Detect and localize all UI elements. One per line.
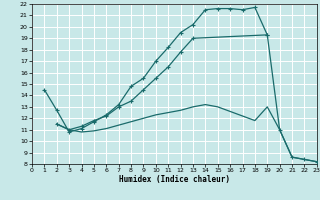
X-axis label: Humidex (Indice chaleur): Humidex (Indice chaleur) bbox=[119, 175, 230, 184]
